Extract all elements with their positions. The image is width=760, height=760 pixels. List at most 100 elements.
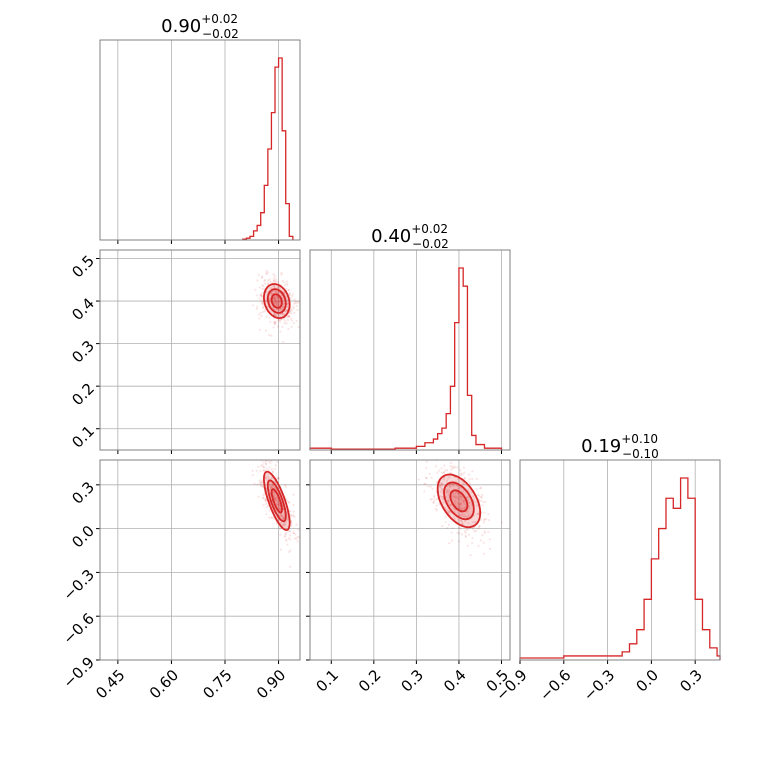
- sample-point: [288, 565, 292, 568]
- sample-point: [260, 314, 263, 317]
- sample-point: [477, 527, 481, 530]
- sample-point: [286, 305, 289, 308]
- sample-point: [475, 477, 478, 481]
- sample-point: [275, 497, 279, 500]
- sample-point: [446, 477, 449, 480]
- sample-point: [435, 481, 438, 484]
- sample-point: [272, 491, 275, 494]
- sample-point: [285, 280, 289, 283]
- sample-point: [475, 527, 479, 530]
- sample-point: [270, 468, 273, 471]
- sample-point: [458, 514, 461, 517]
- sample-point: [424, 476, 428, 479]
- sample-point: [282, 523, 285, 526]
- sample-point: [266, 271, 270, 274]
- sample-point: [270, 477, 273, 480]
- scatter-panel-1-2: [417, 452, 503, 557]
- sample-point: [463, 507, 467, 510]
- sample-point: [449, 465, 452, 468]
- sample-point: [461, 507, 465, 510]
- sample-point: [272, 299, 275, 302]
- sample-point: [292, 532, 296, 535]
- sample-point: [446, 499, 449, 502]
- sample-point: [430, 498, 433, 501]
- sample-point: [287, 501, 290, 504]
- sample-point: [274, 320, 277, 323]
- sample-point: [477, 544, 480, 548]
- sample-point: [277, 301, 280, 304]
- sample-point: [457, 518, 460, 521]
- sample-point: [467, 473, 471, 476]
- sample-point: [264, 499, 267, 502]
- sample-point: [276, 295, 279, 299]
- sample-point: [467, 480, 470, 483]
- sample-point: [274, 496, 277, 499]
- sample-point: [270, 485, 273, 488]
- sample-point: [285, 322, 288, 325]
- sample-point: [454, 499, 457, 503]
- sample-point: [444, 452, 446, 454]
- sample-point: [417, 478, 420, 481]
- sample-point: [284, 320, 287, 323]
- sample-point: [482, 521, 486, 524]
- sample-point: [272, 296, 276, 299]
- sample-point: [271, 471, 274, 474]
- sample-point: [283, 322, 286, 325]
- sample-point: [265, 269, 268, 273]
- sample-point: [284, 485, 288, 488]
- sample-point: [459, 495, 462, 498]
- x-tick-label: 0.90: [253, 666, 289, 702]
- sample-point: [261, 284, 264, 287]
- sample-point: [459, 502, 463, 505]
- sample-point: [463, 520, 467, 523]
- sample-point: [261, 302, 264, 305]
- sample-point: [447, 512, 451, 515]
- sample-point: [476, 493, 480, 496]
- sample-point: [274, 497, 277, 500]
- sample-point: [263, 469, 266, 472]
- sample-point: [281, 279, 284, 282]
- sample-point: [482, 518, 486, 522]
- sample-point: [459, 519, 463, 522]
- sample-point: [273, 280, 277, 283]
- sample-point: [280, 513, 283, 516]
- sample-point: [284, 523, 287, 526]
- sample-point: [271, 281, 274, 284]
- sample-point: [463, 530, 466, 533]
- sample-point: [481, 504, 484, 507]
- sample-point: [292, 514, 295, 517]
- x-tick-label: 0.3: [398, 666, 428, 696]
- sample-point: [461, 514, 464, 517]
- sample-point: [261, 481, 264, 484]
- sample-point: [290, 325, 293, 328]
- sample-point: [447, 500, 450, 503]
- y-tick-label: 0.3: [68, 337, 98, 367]
- sample-point: [291, 319, 294, 322]
- sample-point: [444, 516, 447, 519]
- sample-point: [448, 542, 451, 545]
- sample-point: [272, 494, 276, 498]
- sample-point: [464, 535, 467, 538]
- sample-point: [267, 279, 270, 282]
- sample-point: [462, 515, 465, 518]
- sample-point: [278, 527, 281, 530]
- sample-point: [296, 535, 299, 538]
- sample-point: [294, 301, 297, 305]
- sample-point: [471, 470, 474, 473]
- sample-point: [276, 499, 279, 502]
- sample-point: [277, 318, 281, 321]
- sample-point: [281, 306, 285, 309]
- sample-point: [264, 498, 267, 501]
- sample-point: [300, 317, 302, 319]
- sample-point: [275, 300, 278, 303]
- sample-point: [260, 275, 264, 278]
- sample-point: [455, 484, 459, 488]
- y-tick-label: 0.0: [68, 522, 98, 552]
- sample-point: [480, 496, 483, 499]
- panel-title: 0.40+0.02 −0.02: [371, 222, 449, 251]
- sample-point: [259, 293, 263, 297]
- sample-point: [264, 499, 268, 503]
- sample-point: [442, 471, 445, 475]
- sample-point: [447, 488, 450, 491]
- sample-point: [463, 476, 466, 480]
